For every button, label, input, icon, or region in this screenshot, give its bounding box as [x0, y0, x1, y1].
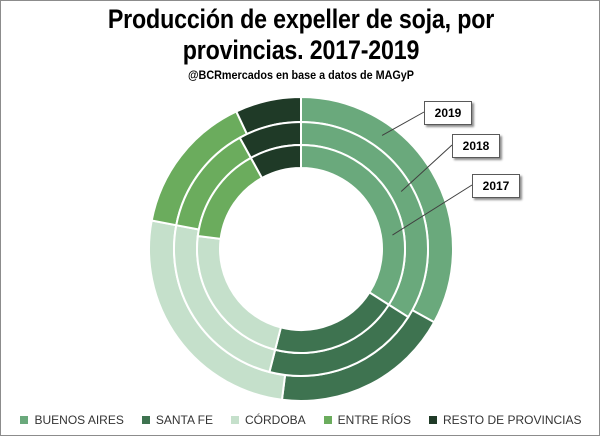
slice-2017-resto-de-provincias	[249, 143, 302, 180]
leader-line-2017	[392, 184, 473, 236]
legend-item-buenos-aires: BUENOS AIRES	[20, 413, 124, 427]
legend-swatch	[20, 416, 29, 424]
legend-label: SANTA FE	[155, 413, 213, 427]
legend-swatch	[230, 416, 239, 424]
leader-line-2019	[381, 111, 425, 136]
callout-leaders	[381, 111, 473, 236]
chart-legend: BUENOS AIRES SANTA FE CÓRDOBA ENTRE RÍOS…	[1, 411, 600, 429]
callout-label-2018: 2018	[452, 134, 500, 158]
leader-line-2018	[400, 144, 453, 192]
legend-item-santa-fe: SANTA FE	[141, 413, 213, 427]
legend-swatch	[429, 416, 438, 424]
legend-item-entre-rios: ENTRE RÍOS	[323, 413, 412, 427]
legend-label: ENTRE RÍOS	[337, 413, 412, 427]
legend-label: BUENOS AIRES	[34, 413, 124, 427]
donut-rings	[148, 95, 454, 402]
legend-label: CÓRDOBA	[244, 413, 306, 427]
chart-title-line1: Producción de expeller de soja, por	[107, 4, 495, 34]
legend-item-cordoba: CÓRDOBA	[230, 413, 306, 427]
chart-subtitle: @BCRmercados en base a datos de MAGyP	[187, 68, 414, 82]
legend-label: RESTO DE PROVINCIAS	[443, 413, 582, 427]
chart-title-line2: provincias. 2017-2019	[182, 35, 420, 65]
callout-label-2019: 2019	[424, 101, 472, 125]
callout-label-2017: 2017	[472, 174, 520, 198]
legend-swatch	[141, 416, 150, 424]
legend-item-resto: RESTO DE PROVINCIAS	[429, 413, 582, 427]
legend-swatch	[323, 416, 332, 424]
